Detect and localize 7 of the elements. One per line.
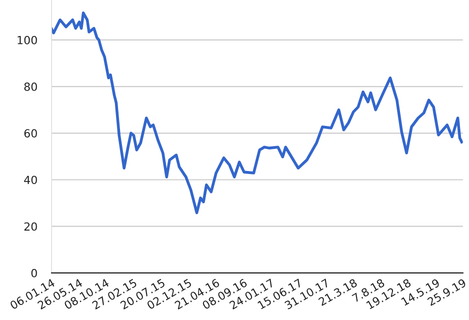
y-tick-label: 60 [24, 129, 37, 138]
y-tick-label: 0 [31, 268, 37, 278]
y-tick-label: 100 [18, 36, 37, 44]
y-tick-label: 20 [24, 222, 37, 231]
line-series [52, 12, 463, 214]
y-tick-label: 40 [24, 176, 37, 184]
y-tick-label: 80 [24, 82, 37, 91]
